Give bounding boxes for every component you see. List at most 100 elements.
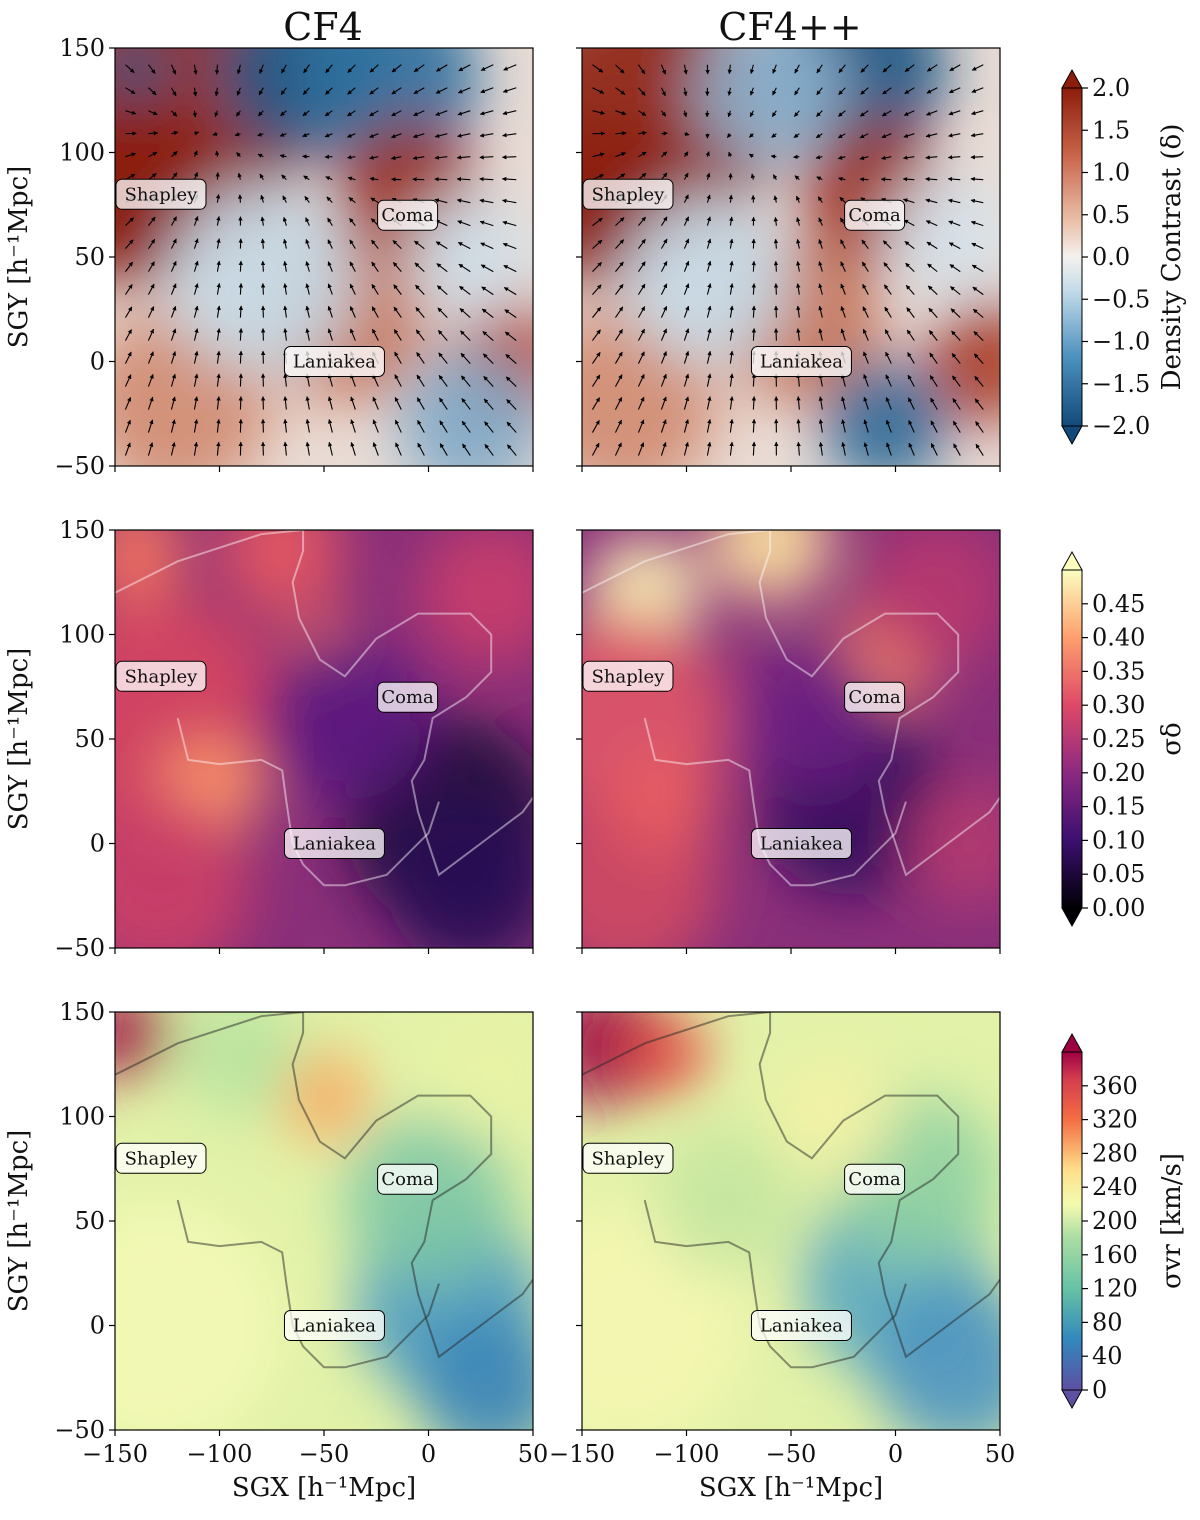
velocity-arrow xyxy=(483,375,494,387)
velocity-arrow xyxy=(216,396,221,410)
velocity-arrow xyxy=(147,374,154,387)
velocity-arrow xyxy=(147,351,154,364)
velocity-arrow xyxy=(970,154,984,160)
velocity-arrow xyxy=(305,328,310,341)
y-tick-label: 50 xyxy=(74,243,105,271)
heatmap-blob xyxy=(428,1012,533,1138)
velocity-arrow xyxy=(193,238,199,249)
velocity-arrow xyxy=(727,64,732,75)
velocity-arrow xyxy=(193,305,199,318)
velocity-arrow xyxy=(974,375,984,387)
velocity-arrow xyxy=(327,239,333,249)
velocity-arrow xyxy=(841,419,846,433)
velocity-arrow xyxy=(881,155,892,161)
velocity-arrow xyxy=(437,307,448,318)
velocity-arrow xyxy=(413,64,425,73)
colorbar-extend-bottom xyxy=(1061,1389,1083,1410)
velocity-arrow xyxy=(347,176,356,181)
velocity-arrow xyxy=(327,283,333,295)
velocity-arrow xyxy=(815,133,823,139)
velocity-arrow xyxy=(884,306,892,318)
y-tick-label: 0 xyxy=(90,830,105,858)
velocity-arrow xyxy=(506,399,517,410)
velocity-arrow xyxy=(615,64,625,74)
velocity-arrow xyxy=(952,398,961,410)
velocity-arrow xyxy=(796,328,801,341)
velocity-arrow xyxy=(615,217,625,227)
annotation-box xyxy=(750,1310,852,1341)
colorbar-tick-label: 0 xyxy=(1092,1376,1107,1404)
velocity-arrow xyxy=(502,110,517,116)
velocity-arrow xyxy=(817,196,823,203)
x-tick-label: 50 xyxy=(985,1440,1016,1468)
velocity-arrow xyxy=(770,154,777,159)
velocity-arrow xyxy=(930,420,938,433)
colorbar-label: Density Contrast (δ) xyxy=(1157,124,1187,391)
velocity-arrow xyxy=(439,397,448,410)
velocity-arrow xyxy=(660,419,667,433)
velocity-arrow xyxy=(706,216,712,226)
heatmap-blob xyxy=(613,749,718,854)
velocity-arrow xyxy=(925,198,938,204)
velocity-arrow xyxy=(638,151,647,158)
colorbar-tick-label: 0.45 xyxy=(1092,590,1145,618)
heatmap-blob xyxy=(696,48,844,163)
annotation-laniakea: Laniakea xyxy=(760,352,843,373)
velocity-arrow xyxy=(170,373,177,387)
velocity-arrow xyxy=(905,284,915,295)
velocity-arrow xyxy=(283,396,288,410)
velocity-arrow xyxy=(930,397,938,410)
colorbar-tick-label: 160 xyxy=(1092,1241,1138,1269)
velocity-arrow xyxy=(614,329,623,341)
velocity-arrow xyxy=(170,172,178,181)
velocity-arrow xyxy=(170,419,176,433)
velocity-arrow xyxy=(461,398,471,410)
velocity-arrow xyxy=(502,242,517,250)
colorbar-tick-label: 240 xyxy=(1092,1173,1138,1201)
colorbar-tick-label: −2.0 xyxy=(1092,412,1150,440)
velocity-arrow xyxy=(302,87,310,95)
x-tick-label: 0 xyxy=(888,1440,903,1468)
velocity-arrow xyxy=(457,87,471,94)
velocity-arrow xyxy=(347,155,356,160)
velocity-arrow xyxy=(660,110,667,117)
colorbar-tick-label: 0.15 xyxy=(1092,793,1145,821)
velocity-arrow xyxy=(258,87,264,96)
velocity-arrow xyxy=(324,110,333,117)
velocity-arrow xyxy=(748,153,754,159)
velocity-arrow xyxy=(683,151,689,158)
velocity-arrow xyxy=(412,155,425,161)
velocity-arrow xyxy=(506,421,517,433)
velocity-arrow xyxy=(903,133,915,138)
velocity-arrow xyxy=(793,154,800,160)
velocity-arrow xyxy=(925,220,938,227)
velocity-arrow xyxy=(501,176,517,182)
x-tick-label: −100 xyxy=(187,1440,253,1468)
velocity-arrow xyxy=(903,198,915,204)
velocity-arrow xyxy=(772,87,777,96)
y-tick-label: 100 xyxy=(59,1103,105,1131)
velocity-arrow xyxy=(637,442,645,456)
velocity-arrow xyxy=(773,238,779,249)
velocity-arrow xyxy=(749,110,755,118)
velocity-arrow xyxy=(147,261,155,272)
velocity-arrow xyxy=(416,374,425,387)
velocity-arrow xyxy=(749,64,755,74)
velocity-arrow xyxy=(148,110,158,116)
velocity-arrow xyxy=(950,308,961,319)
velocity-arrow xyxy=(949,264,961,273)
colorbar-tick-label: 0.0 xyxy=(1092,243,1130,271)
velocity-arrow xyxy=(970,132,984,138)
velocity-arrow xyxy=(729,441,734,456)
velocity-arrow xyxy=(193,64,198,75)
velocity-arrow xyxy=(614,419,623,433)
velocity-arrow xyxy=(237,172,242,180)
velocity-arrow xyxy=(434,155,448,160)
velocity-arrow xyxy=(125,87,136,95)
heatmap-blob xyxy=(386,801,533,948)
velocity-arrow xyxy=(660,442,667,456)
velocity-arrow xyxy=(417,419,425,433)
velocity-arrow xyxy=(660,396,667,410)
velocity-arrow xyxy=(238,260,243,272)
velocity-arrow xyxy=(904,87,915,95)
